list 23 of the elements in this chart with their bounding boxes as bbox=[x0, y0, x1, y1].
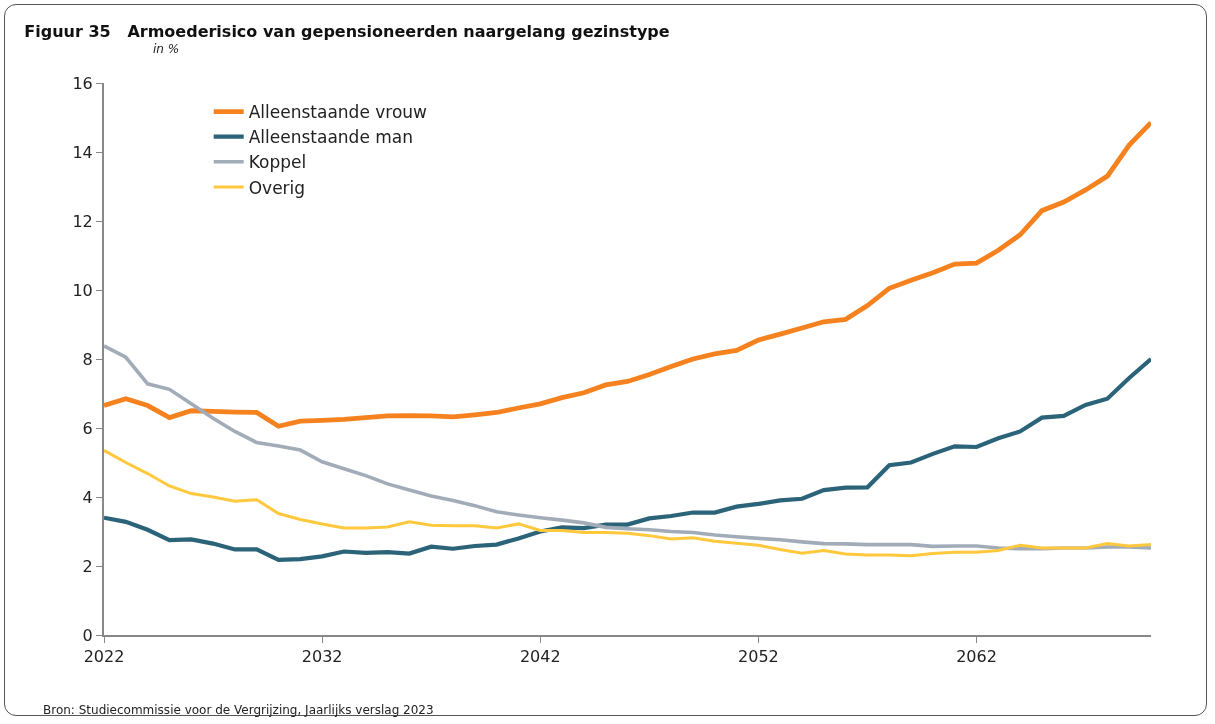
y-tick-label: 10 bbox=[72, 280, 93, 300]
x-tick-label: 2062 bbox=[956, 647, 997, 667]
x-tick-label: 2022 bbox=[83, 647, 125, 667]
text: Bron: Studiecommissie voor de Vergrijzing, Jaarlijks verslag 2023 bbox=[43, 703, 434, 717]
y-tick-label: 4 bbox=[82, 487, 93, 507]
legend-label: Koppel bbox=[248, 152, 307, 173]
y-tick-label: 2 bbox=[82, 556, 93, 576]
x-tick-label: 2032 bbox=[301, 647, 343, 667]
chart-subtitle: in % bbox=[153, 42, 180, 56]
chart-title: Figuur 35 Armoederisico van gepensioneerden naargelang gezinstype bbox=[24, 21, 670, 41]
x-tick-label: 2052 bbox=[738, 647, 779, 667]
legend-label: Overig bbox=[248, 177, 306, 198]
line-series bbox=[104, 448, 1151, 558]
legend-label: Alleenstaande man bbox=[248, 127, 414, 148]
line-series bbox=[104, 120, 1151, 429]
x-tick-label: 2042 bbox=[519, 647, 561, 667]
y-tick-label: 12 bbox=[72, 211, 93, 231]
y-tick-label: 14 bbox=[72, 142, 93, 162]
y-tick-label: 8 bbox=[82, 349, 93, 369]
legend-label: Alleenstaande vrouw bbox=[248, 102, 428, 123]
y-tick-label: 16 bbox=[72, 73, 93, 93]
y-tick-label: 0 bbox=[82, 625, 93, 645]
y-tick-label: 6 bbox=[82, 418, 93, 438]
